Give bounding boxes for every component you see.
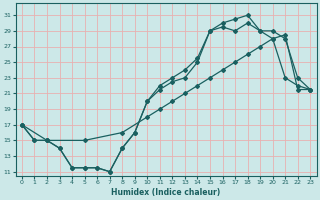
- X-axis label: Humidex (Indice chaleur): Humidex (Indice chaleur): [111, 188, 221, 197]
